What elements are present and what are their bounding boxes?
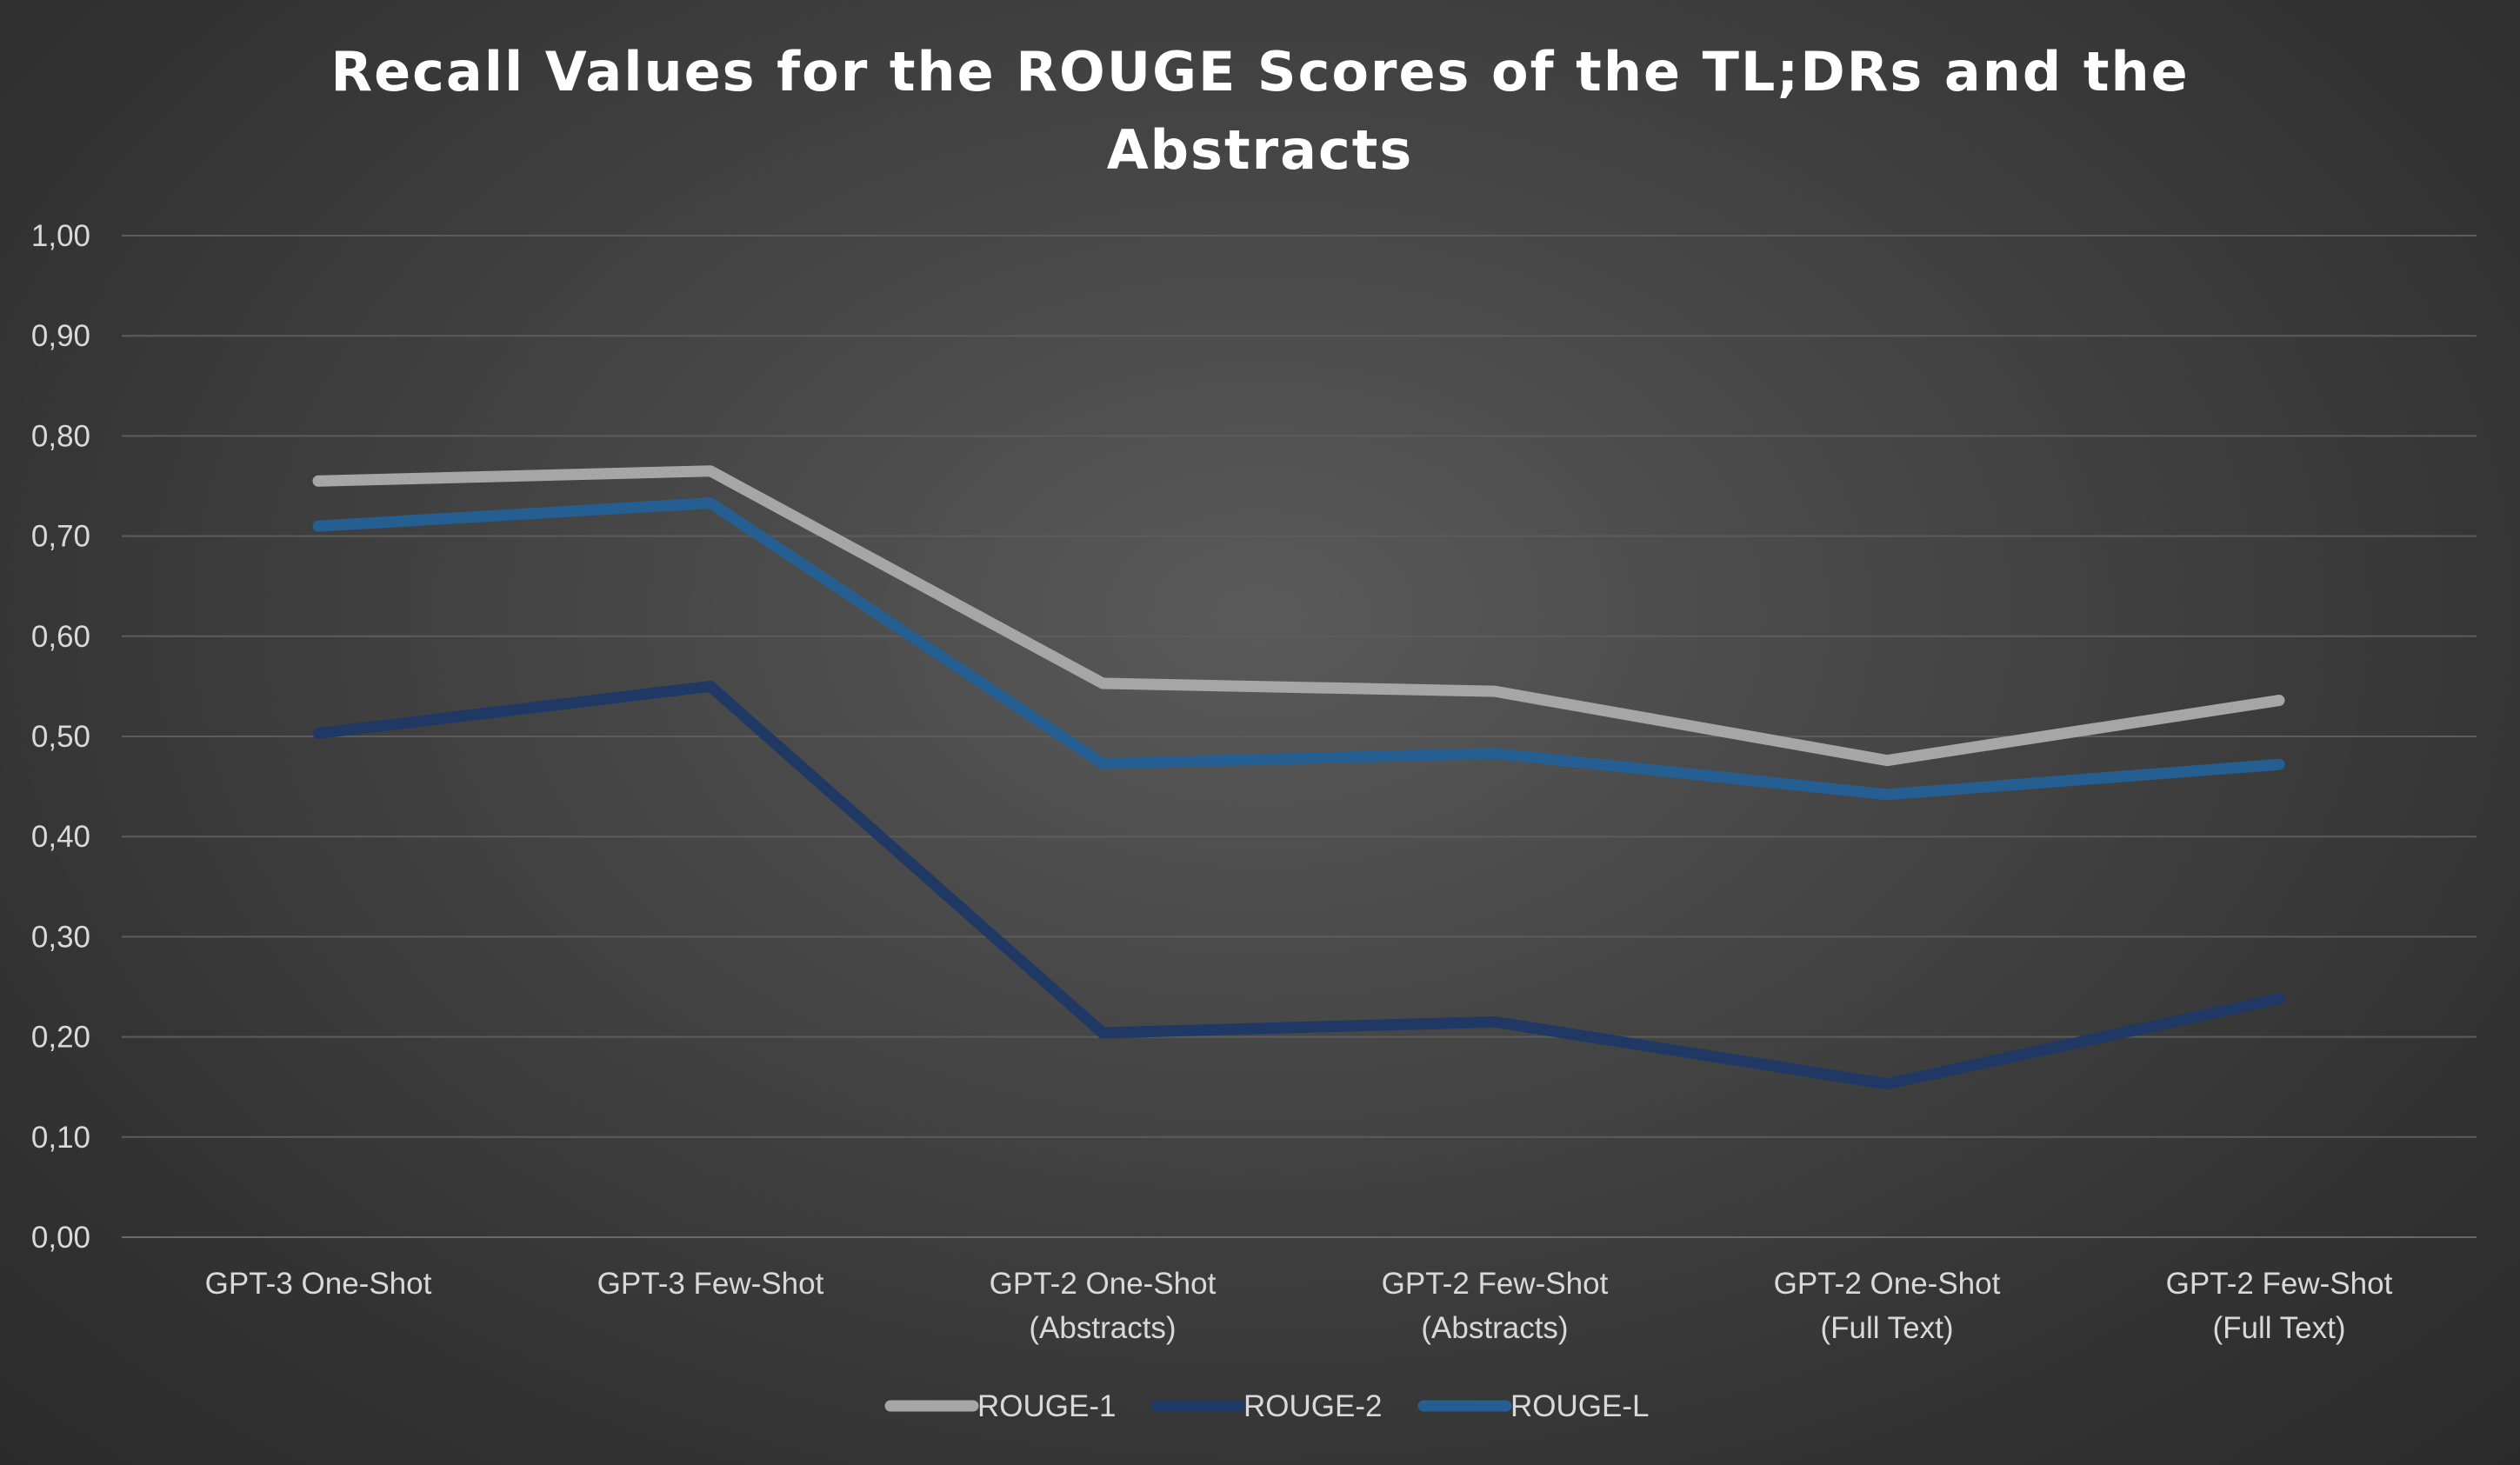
y-tick-label: 0,60 xyxy=(31,620,90,654)
y-tick-label: 0,20 xyxy=(31,1021,90,1055)
y-axis-tick-labels: 0,00 0,10 0,20 0,30 0,40 0,50 0,60 0,70 0,80 0,90… xyxy=(31,219,90,1255)
chart-title-line-1: Recall Values for the ROUGE Scores of th… xyxy=(330,40,2189,103)
legend: ROUGE-1 ROUGE-2 ROUGE-L xyxy=(884,1389,1649,1423)
y-tick-label: 0,30 xyxy=(31,920,90,954)
chart-title: Recall Values for the ROUGE Scores of th… xyxy=(330,40,2189,182)
series-lines xyxy=(312,465,2285,1090)
y-tick-label: 0,70 xyxy=(31,520,90,554)
x-category-label: (Abstracts) xyxy=(1421,1311,1568,1345)
data-point-rouge-1 xyxy=(313,476,323,487)
data-point-rouge-2 xyxy=(1882,1078,1892,1089)
y-tick-label: 0,50 xyxy=(31,720,90,754)
y-tick-label: 0,40 xyxy=(31,820,90,854)
y-tick-label: 0,00 xyxy=(31,1221,90,1255)
y-tick-label: 0,80 xyxy=(31,419,90,453)
x-category-label: (Full Text) xyxy=(2213,1311,2346,1345)
gridlines xyxy=(122,235,2477,1238)
data-point-rouge-l xyxy=(313,521,323,532)
x-category-label: GPT-2 Few-Shot xyxy=(1382,1267,1609,1301)
legend-label-rouge-2: ROUGE-2 xyxy=(1243,1389,1382,1423)
data-point-rouge-1 xyxy=(1097,677,1108,689)
x-category-label: GPT-3 Few-Shot xyxy=(597,1267,824,1301)
data-point-rouge-1 xyxy=(2274,695,2284,706)
data-point-rouge-2 xyxy=(313,728,323,739)
x-category-label: GPT-3 One-Shot xyxy=(205,1267,432,1301)
x-category-label: GPT-2 Few-Shot xyxy=(2166,1267,2393,1301)
data-point-rouge-l xyxy=(705,497,716,509)
data-point-rouge-1 xyxy=(705,465,716,476)
chart-title-line-2: Abstracts xyxy=(1107,118,1414,182)
x-axis-category-labels: GPT-3 One-Shot GPT-3 Few-Shot GPT-2 One-Sh… xyxy=(205,1267,2393,1345)
x-category-label: (Abstracts) xyxy=(1029,1311,1176,1345)
y-tick-label: 0,10 xyxy=(31,1121,90,1155)
data-point-rouge-1 xyxy=(1882,755,1892,766)
data-point-rouge-l xyxy=(2274,759,2284,770)
legend-label-rouge-1: ROUGE-1 xyxy=(977,1389,1116,1423)
series-line-rouge-2 xyxy=(312,680,2285,1090)
data-point-rouge-1 xyxy=(1490,686,1500,697)
y-tick-label: 1,00 xyxy=(31,219,90,253)
data-point-rouge-l xyxy=(1490,748,1500,759)
y-tick-label: 0,90 xyxy=(31,319,90,353)
data-point-rouge-l xyxy=(1882,789,1892,800)
series-line-rouge-l xyxy=(312,497,2285,801)
data-point-rouge-2 xyxy=(705,681,716,692)
legend-label-rouge-l: ROUGE-L xyxy=(1510,1389,1649,1423)
x-category-label: GPT-2 One-Shot xyxy=(1774,1267,2001,1301)
data-point-rouge-l xyxy=(1097,758,1108,769)
series-line-rouge-1 xyxy=(312,465,2285,767)
data-point-rouge-2 xyxy=(1490,1016,1500,1028)
data-point-rouge-2 xyxy=(2274,993,2284,1004)
x-category-label: (Full Text) xyxy=(1821,1311,1954,1345)
x-category-label: GPT-2 One-Shot xyxy=(990,1267,1217,1301)
data-point-rouge-2 xyxy=(1097,1027,1108,1038)
